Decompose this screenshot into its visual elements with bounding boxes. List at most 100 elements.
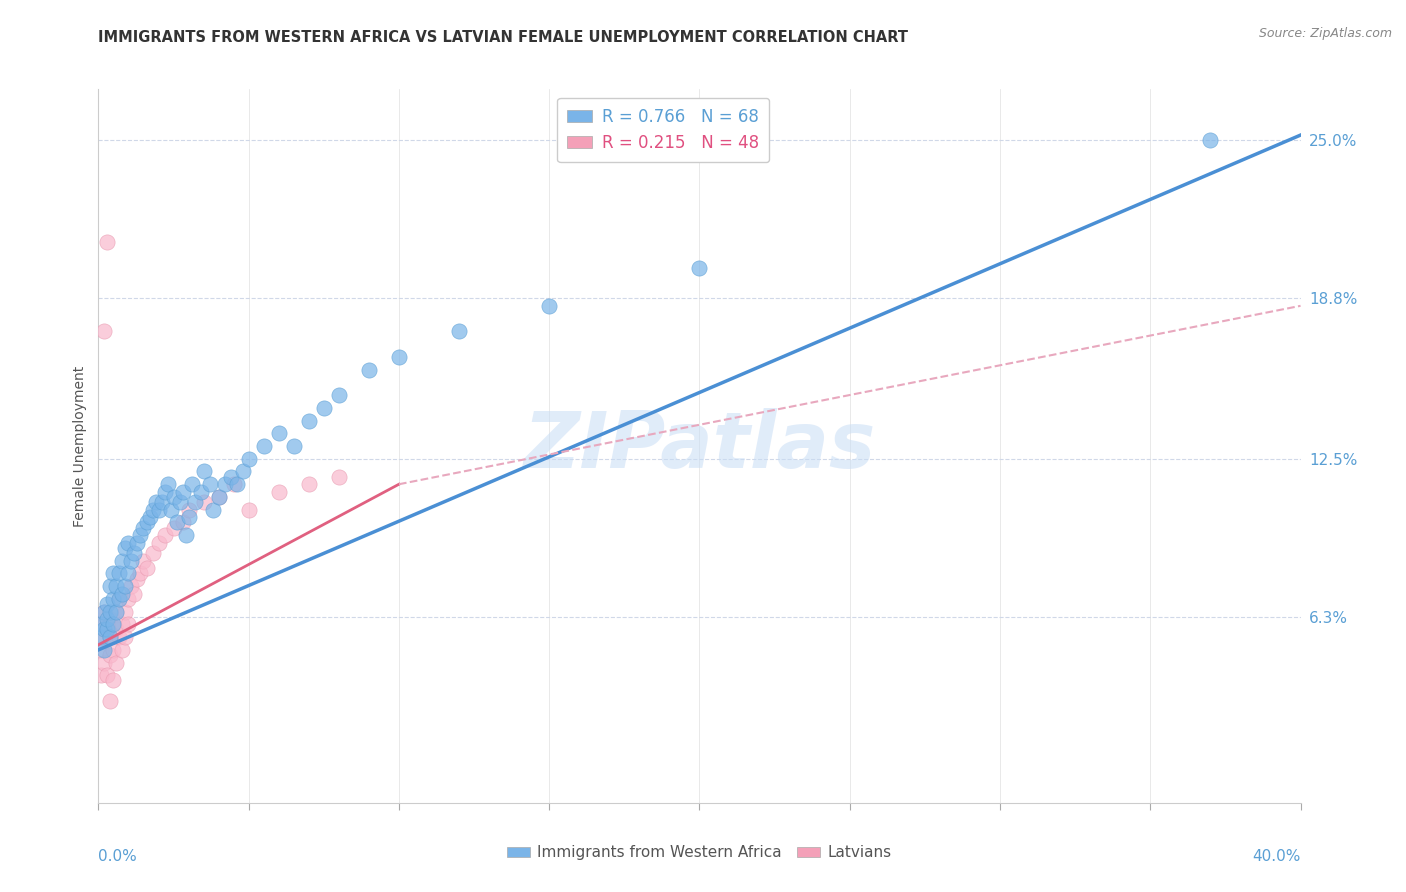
Point	[388, 350, 411, 364]
Point	[93, 324, 115, 338]
Point	[174, 528, 197, 542]
Point	[108, 566, 131, 581]
Point	[312, 401, 335, 415]
Point	[129, 566, 152, 581]
Point	[105, 623, 128, 637]
Point	[100, 694, 122, 708]
Point	[117, 617, 139, 632]
Point	[121, 554, 143, 568]
Point	[96, 623, 118, 637]
Point	[117, 536, 139, 550]
Point	[111, 643, 134, 657]
Point	[153, 484, 176, 499]
Point	[298, 413, 321, 427]
Point	[93, 605, 115, 619]
Point	[93, 643, 115, 657]
Point	[127, 572, 149, 586]
Point	[124, 546, 146, 560]
Point	[129, 528, 152, 542]
Point	[96, 668, 118, 682]
Point	[253, 439, 276, 453]
Point	[105, 656, 128, 670]
Point	[105, 605, 128, 619]
Point	[162, 520, 184, 534]
Point	[232, 465, 254, 479]
Point	[190, 484, 212, 499]
Point	[96, 623, 118, 637]
Point	[298, 477, 321, 491]
Point	[172, 516, 194, 530]
Point	[96, 612, 118, 626]
Text: 0.0%: 0.0%	[98, 849, 138, 864]
Point	[100, 630, 122, 644]
Point	[166, 516, 188, 530]
Point	[124, 587, 146, 601]
Point	[159, 502, 181, 516]
Point	[267, 426, 290, 441]
Point	[103, 591, 125, 606]
Point	[193, 495, 215, 509]
Point	[100, 612, 122, 626]
Point	[132, 554, 155, 568]
Y-axis label: Female Unemployment: Female Unemployment	[73, 366, 87, 526]
Point	[219, 469, 242, 483]
Point	[193, 465, 215, 479]
Point	[111, 554, 134, 568]
Point	[100, 630, 122, 644]
Point	[198, 477, 221, 491]
Text: 40.0%: 40.0%	[1253, 849, 1301, 864]
Point	[100, 579, 122, 593]
Point	[135, 561, 157, 575]
Point	[96, 235, 118, 249]
Point	[328, 469, 350, 483]
Point	[180, 477, 202, 491]
Point	[156, 477, 179, 491]
Point	[96, 617, 118, 632]
Point	[90, 617, 112, 632]
Legend: Immigrants from Western Africa, Latvians: Immigrants from Western Africa, Latvians	[501, 839, 898, 866]
Point	[100, 648, 122, 662]
Point	[114, 579, 136, 593]
Point	[1199, 133, 1222, 147]
Point	[103, 643, 125, 657]
Point	[177, 510, 200, 524]
Point	[105, 605, 128, 619]
Point	[283, 439, 305, 453]
Point	[145, 495, 167, 509]
Point	[141, 546, 163, 560]
Point	[105, 579, 128, 593]
Point	[150, 495, 173, 509]
Point	[93, 605, 115, 619]
Point	[208, 490, 231, 504]
Point	[90, 630, 112, 644]
Point	[201, 502, 224, 516]
Point	[447, 324, 470, 338]
Point	[138, 510, 160, 524]
Point	[148, 502, 170, 516]
Point	[222, 477, 245, 491]
Point	[162, 490, 184, 504]
Point	[238, 451, 260, 466]
Point	[135, 516, 157, 530]
Point	[688, 260, 710, 275]
Point	[169, 495, 191, 509]
Point	[148, 536, 170, 550]
Point	[108, 591, 131, 606]
Point	[108, 591, 131, 606]
Point	[238, 502, 260, 516]
Point	[103, 617, 125, 632]
Point	[225, 477, 247, 491]
Point	[114, 541, 136, 555]
Point	[111, 587, 134, 601]
Point	[93, 623, 115, 637]
Point	[103, 617, 125, 632]
Point	[208, 490, 231, 504]
Point	[357, 362, 380, 376]
Point	[177, 502, 200, 516]
Point	[127, 536, 149, 550]
Point	[267, 484, 290, 499]
Text: ZIPatlas: ZIPatlas	[523, 408, 876, 484]
Point	[100, 605, 122, 619]
Point	[153, 528, 176, 542]
Point	[114, 605, 136, 619]
